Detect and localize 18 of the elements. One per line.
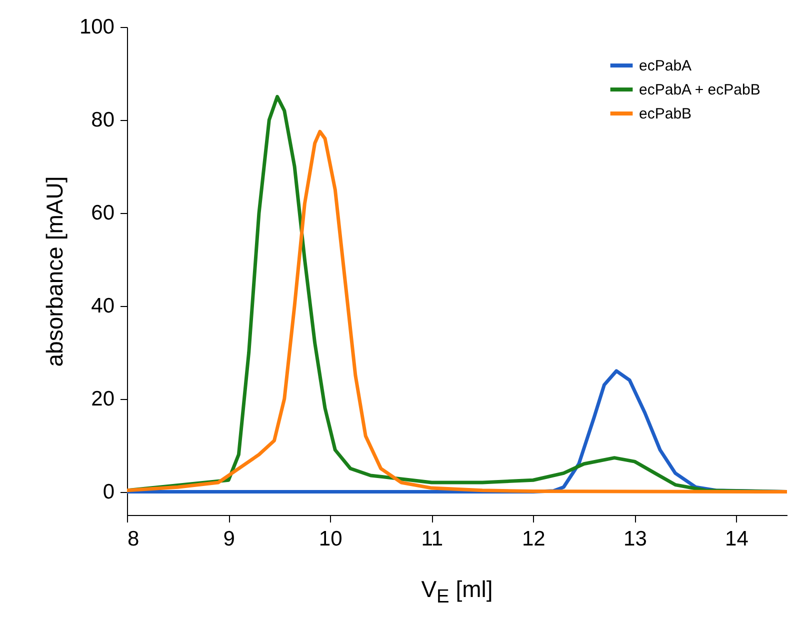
y-tick-label: 40 xyxy=(91,294,114,318)
x-tick-label: 14 xyxy=(725,528,749,550)
x-tick-label: 9 xyxy=(223,528,235,550)
legend-label: ecPabA xyxy=(639,58,692,74)
y-tick-label: 20 xyxy=(91,387,114,410)
x-tick-label: 10 xyxy=(318,528,342,550)
y-tick-label: 80 xyxy=(91,108,114,132)
y-tick-label: 60 xyxy=(91,201,114,224)
legend-label: ecPabB xyxy=(639,106,692,122)
y-tick-label: 0 xyxy=(102,480,114,504)
x-tick-label: 12 xyxy=(522,528,546,550)
y-axis-title: absorbance [mAU] xyxy=(41,176,68,367)
x-tick-label: 8 xyxy=(128,528,140,550)
x-axis-title: V$_{E}$ [ml] xyxy=(420,576,494,609)
legend-label: ecPabA + ecPabB xyxy=(639,82,760,98)
x-tick-label: 11 xyxy=(421,528,444,550)
x-tick-label: 13 xyxy=(624,528,647,550)
y-tick-label: 100 xyxy=(79,16,114,38)
